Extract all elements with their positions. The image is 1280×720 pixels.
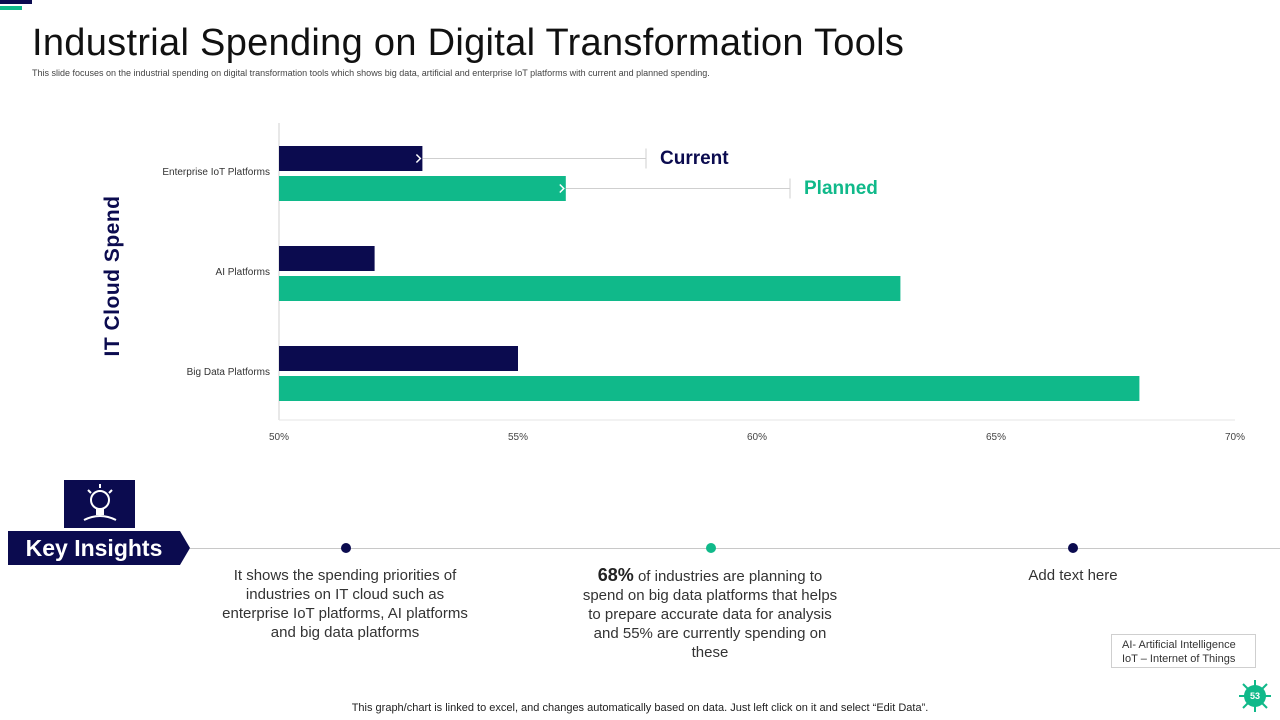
timeline-line — [190, 548, 1280, 549]
bar-current-2[interactable] — [279, 246, 375, 271]
bar-planned-3[interactable] — [279, 376, 1140, 401]
x-tick-label: 55% — [508, 432, 528, 443]
bar-chart[interactable]: Enterprise IoT Platforms AI Platforms Big … — [0, 0, 1280, 460]
insight-text-2-body: of industries are planning to spend on b… — [582, 568, 838, 661]
key-insights-label: Key Insights — [25, 535, 163, 561]
bar-current-3[interactable] — [279, 346, 518, 371]
abbreviation-ai: AI- Artificial Intelligence — [1122, 639, 1236, 651]
y-axis-title: IT Cloud Spend — [101, 195, 124, 357]
key-insights-banner: Key Insights — [8, 531, 190, 565]
bulb-icon — [83, 484, 116, 521]
category-label: Enterprise IoT Platforms — [162, 167, 270, 178]
bar-current-1[interactable] — [279, 146, 423, 171]
timeline-dot — [1068, 543, 1078, 553]
page-subtitle: This slide focuses on the industrial spe… — [32, 68, 710, 78]
timeline-dot — [706, 543, 716, 553]
page-number-badge: 53 — [1237, 678, 1273, 714]
legend-current: Current — [660, 148, 729, 169]
x-tick-label: 50% — [269, 432, 289, 443]
abbreviations-box: AI- Artificial Intelligence IoT – Intern… — [1111, 634, 1256, 668]
timeline-dot — [341, 543, 351, 553]
bar-planned-2[interactable] — [279, 276, 901, 301]
footnote: This graph/chart is linked to excel, and… — [351, 702, 929, 714]
bar-planned-1[interactable] — [279, 176, 566, 201]
legend-planned: Planned — [804, 178, 878, 199]
corner-accent-green — [0, 6, 22, 10]
x-tick-label: 65% — [986, 432, 1006, 443]
virus-icon — [1239, 680, 1271, 712]
insight-text-1: It shows the spending priorities of indu… — [222, 567, 468, 641]
insight-text-3[interactable]: Add text here — [1028, 567, 1118, 584]
insight-text-2: 68% of industries are planning to spend … — [580, 566, 840, 662]
insight-icon-box — [64, 480, 135, 528]
chevron-right-icon — [559, 183, 565, 194]
insight-highlight: 68% — [597, 565, 634, 585]
category-label: AI Platforms — [216, 267, 270, 278]
abbreviation-iot: IoT – Internet of Things — [1122, 653, 1236, 665]
x-tick-label: 60% — [747, 432, 767, 443]
chevron-right-icon — [415, 153, 422, 164]
page-title: Industrial Spending on Digital Transform… — [32, 22, 905, 64]
x-tick-label: 70% — [1225, 432, 1245, 443]
category-label: Big Data Platforms — [187, 367, 270, 378]
page-number: 53 — [1249, 691, 1260, 701]
corner-accent-navy — [0, 0, 32, 4]
